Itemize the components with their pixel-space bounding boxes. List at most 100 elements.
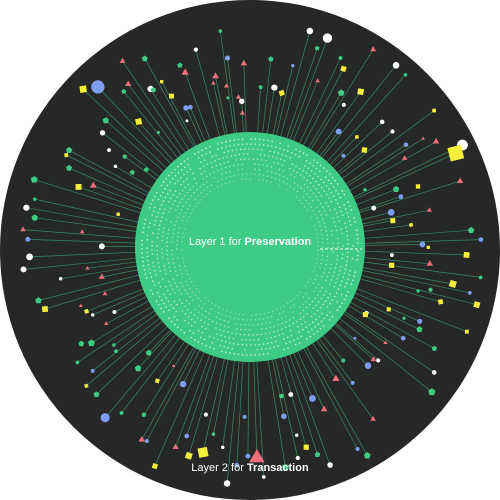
core-dot <box>189 205 191 207</box>
core-dot <box>346 260 348 262</box>
core-dot <box>336 212 338 214</box>
blue-circle-node <box>401 336 406 341</box>
core-dot <box>264 154 266 156</box>
core-dot <box>297 338 299 340</box>
core-dot <box>150 289 152 291</box>
core-dot <box>241 179 243 181</box>
core-dot <box>227 347 229 349</box>
core-dot <box>300 318 302 320</box>
core-dot <box>173 262 175 264</box>
core-dot <box>198 330 200 332</box>
core-dot <box>347 252 349 254</box>
core-dot <box>166 178 168 180</box>
core-dot <box>237 344 239 346</box>
layer-1-label-prefix: Layer 1 for <box>189 236 245 248</box>
core-dot <box>180 163 182 165</box>
core-dot <box>315 298 317 300</box>
core-dot <box>300 292 302 294</box>
core-dot <box>314 225 316 227</box>
core-dot <box>316 287 318 289</box>
core-dot <box>154 224 156 226</box>
core-dot <box>265 323 267 325</box>
core-dot <box>144 223 146 225</box>
core-dot <box>184 320 186 322</box>
core-dot <box>199 186 201 188</box>
core-dot <box>164 188 166 190</box>
core-dot <box>244 324 246 326</box>
core-dot <box>277 163 279 165</box>
core-dot <box>158 266 160 268</box>
core-dot <box>178 232 180 234</box>
core-dot <box>223 162 225 164</box>
core-dot <box>353 275 355 277</box>
core-dot <box>353 217 355 219</box>
core-dot <box>250 344 252 346</box>
core-dot <box>233 338 235 340</box>
core-dot <box>219 345 221 347</box>
core-dot <box>354 221 356 223</box>
core-dot <box>183 181 185 183</box>
core-dot <box>285 321 287 323</box>
core-dot <box>292 163 294 165</box>
core-dot <box>186 220 188 222</box>
core-dot <box>300 336 302 338</box>
core-dot <box>155 274 157 276</box>
core-dot <box>187 164 189 166</box>
core-dot <box>340 197 342 199</box>
core-dot <box>317 294 319 296</box>
core-dot <box>320 328 322 330</box>
core-dot <box>159 296 161 298</box>
core-dot <box>321 313 323 315</box>
core-dot <box>200 161 202 163</box>
core-dot <box>193 332 195 334</box>
core-dot <box>204 159 206 161</box>
core-dot <box>255 314 257 316</box>
core-dot <box>270 337 272 339</box>
core-dot <box>192 173 194 175</box>
core-dot <box>295 154 297 156</box>
core-dot <box>259 144 261 146</box>
yellow-square-node <box>357 88 364 95</box>
core-dot <box>318 316 320 318</box>
core-dot <box>204 322 206 324</box>
blue-circle-node <box>365 362 371 368</box>
white-circle-node <box>194 47 198 51</box>
core-dot <box>283 349 285 351</box>
core-dot <box>335 199 337 201</box>
core-dot <box>324 268 326 270</box>
core-dot <box>326 214 328 216</box>
yellow-square-node <box>160 80 164 84</box>
white-circle-node <box>271 84 277 90</box>
core-dot <box>185 187 187 189</box>
core-dot <box>194 294 196 296</box>
core-dot <box>289 319 291 321</box>
core-dot <box>166 219 168 221</box>
core-dot <box>302 303 304 305</box>
core-dot <box>357 255 359 257</box>
core-dot <box>306 313 308 315</box>
core-dot <box>270 182 272 184</box>
core-dot <box>300 187 302 189</box>
core-dot <box>328 180 330 182</box>
blue-circle-node <box>341 154 345 158</box>
yellow-square-node <box>432 109 436 113</box>
core-dot <box>234 318 236 320</box>
blue-circle-node <box>184 434 189 439</box>
core-dot <box>289 157 291 159</box>
core-dot <box>305 301 307 303</box>
core-dot <box>170 207 172 209</box>
core-dot <box>163 227 165 229</box>
core-dot <box>227 331 229 333</box>
core-dot <box>248 158 250 160</box>
core-dot <box>310 182 312 184</box>
core-dot <box>268 155 270 157</box>
core-dot <box>174 266 176 268</box>
core-dot <box>229 166 231 168</box>
core-dot <box>271 177 273 179</box>
core-dot <box>221 142 223 144</box>
blue-circle-node <box>468 291 472 295</box>
core-dot <box>202 155 204 157</box>
core-dot <box>189 288 191 290</box>
core-dot <box>330 201 332 203</box>
core-dot <box>250 319 252 321</box>
